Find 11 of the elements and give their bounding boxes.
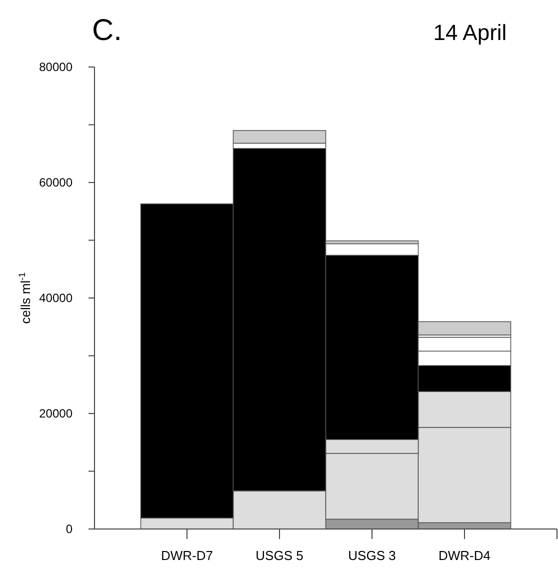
chart-subtitle: 14 April — [433, 20, 507, 45]
x-tick-label: DWR-D4 — [438, 548, 490, 563]
y-tick-label: 80000 — [39, 60, 73, 74]
y-tick-label: 0 — [66, 522, 73, 536]
y-tick-label: 20000 — [39, 406, 73, 420]
y-tick-label: 60000 — [39, 176, 73, 190]
x-tick-label: USGS 3 — [348, 548, 396, 563]
x-tick-label: USGS 5 — [256, 548, 304, 563]
y-tick-label: 40000 — [39, 291, 73, 305]
x-tick-label: DWR-D7 — [161, 548, 213, 563]
chart-title: C. — [92, 14, 122, 47]
